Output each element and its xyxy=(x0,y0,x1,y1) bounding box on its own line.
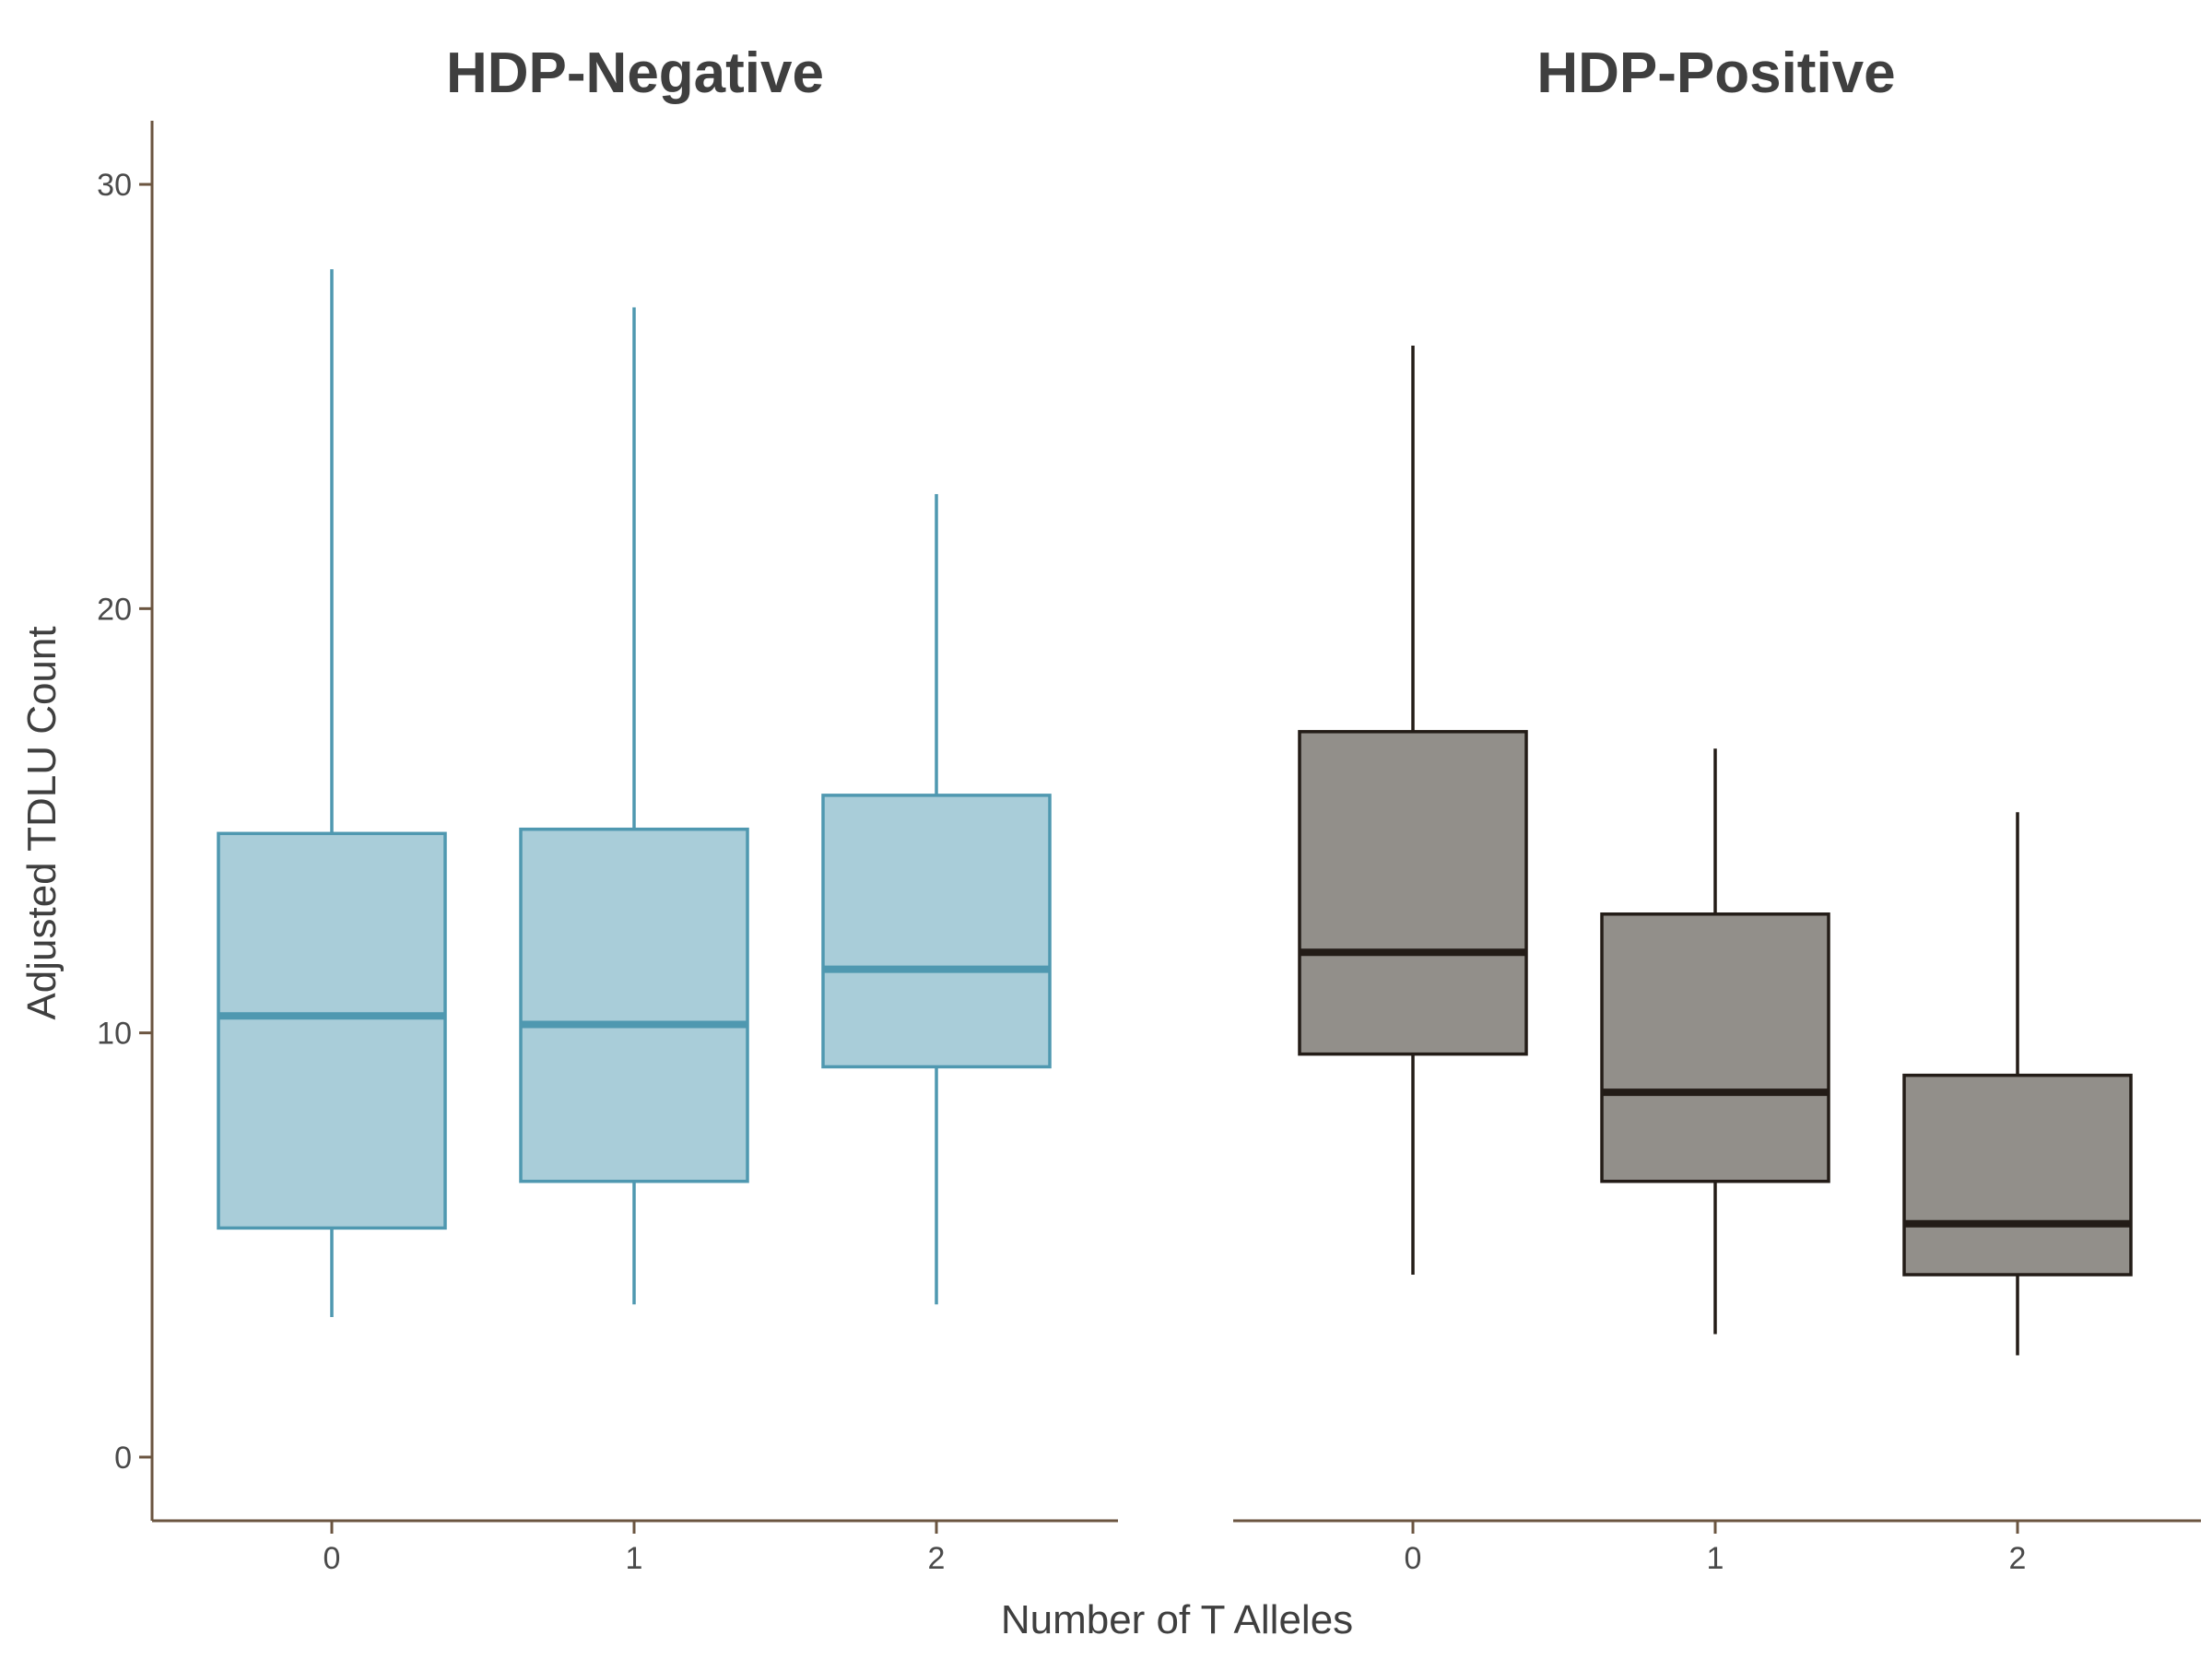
panel-title-hdp-positive: HDP-Positive xyxy=(1536,41,1895,105)
y-tick-label: 30 xyxy=(97,168,132,203)
x-tick-label: 2 xyxy=(2009,1541,2027,1576)
box-hdp-negative-1 xyxy=(519,307,749,1305)
box-iqr xyxy=(821,794,1052,1069)
y-tick-label: 0 xyxy=(114,1441,132,1476)
x-tick-label: 1 xyxy=(626,1541,643,1576)
box-hdp-positive-1 xyxy=(1600,748,1830,1335)
box-hdp-negative-2 xyxy=(821,494,1052,1305)
box-hdp-positive-2 xyxy=(1902,812,2133,1356)
x-tick-label: 1 xyxy=(1707,1541,1724,1576)
box-hdp-negative-0 xyxy=(217,269,447,1318)
x-axis-title: Number of T Alleles xyxy=(1001,1597,1353,1642)
x-tick-label: 0 xyxy=(1405,1541,1422,1576)
y-tick-label: 10 xyxy=(97,1017,132,1052)
x-tick-label: 2 xyxy=(928,1541,946,1576)
box-iqr xyxy=(1902,1073,2133,1277)
box-iqr xyxy=(1600,912,1830,1183)
panel-title-hdp-negative: HDP-Negative xyxy=(446,41,824,105)
x-tick-label: 0 xyxy=(324,1541,341,1576)
box-iqr xyxy=(519,827,749,1183)
box-iqr xyxy=(1298,730,1528,1056)
y-tick-label: 20 xyxy=(97,592,132,627)
y-axis-title: Adjusted TDLU Count xyxy=(19,626,65,1019)
box-iqr xyxy=(217,831,447,1230)
box-hdp-positive-0 xyxy=(1298,345,1528,1276)
